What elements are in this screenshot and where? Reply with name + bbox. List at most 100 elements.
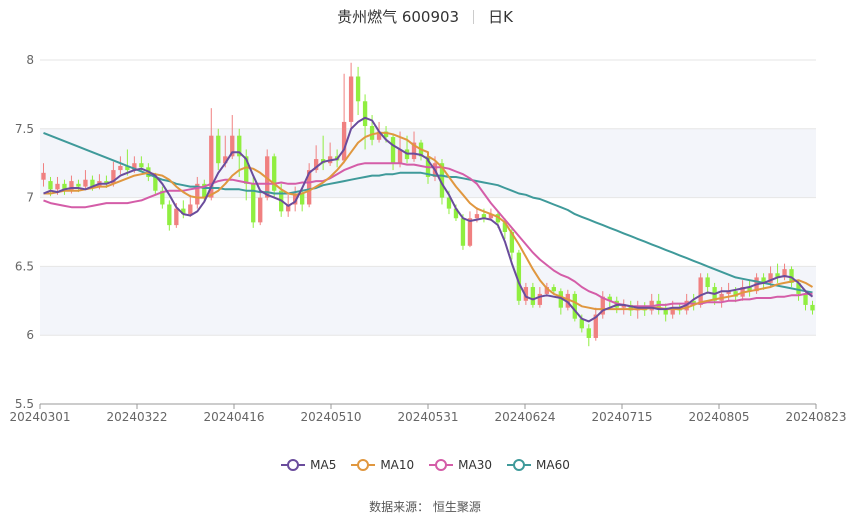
candle-body (62, 183, 67, 191)
candle (118, 156, 123, 175)
candle-body (132, 163, 137, 171)
candle (411, 131, 417, 162)
x-tick-label: 20240531 (397, 410, 458, 424)
candle-body (272, 156, 277, 191)
candle-body (167, 204, 172, 226)
chart-title: 贵州燃气 600903 (337, 8, 460, 26)
candle (600, 291, 605, 319)
candle-body (572, 293, 577, 319)
candle-body (544, 287, 550, 294)
legend-label: MA5 (310, 458, 337, 472)
candle-body (810, 304, 815, 311)
candle-body (593, 314, 598, 338)
candle-body (286, 204, 291, 212)
candle-body (397, 149, 403, 164)
legend-marker-icon (507, 459, 532, 471)
candle-body (698, 277, 703, 305)
x-tick-label: 20240823 (785, 410, 846, 424)
candle (663, 303, 668, 322)
ma30-line (43, 162, 813, 308)
legend-item-ma60[interactable]: MA60 (506, 458, 570, 472)
candle (188, 194, 193, 217)
candle-body (293, 193, 298, 205)
candle-body (803, 293, 808, 305)
candle-body (607, 296, 612, 301)
legend-item-ma30[interactable]: MA30 (428, 458, 492, 472)
candle-body (390, 137, 396, 164)
candle-body (188, 204, 193, 215)
legend-item-ma5[interactable]: MA5 (280, 458, 336, 472)
candle-body (495, 214, 501, 223)
candle (705, 273, 710, 294)
candle-body (775, 273, 780, 278)
candle-body (383, 131, 389, 138)
y-tick-label: 7.5 (15, 122, 34, 136)
candle (111, 161, 116, 187)
ma5-line (43, 116, 814, 323)
candle-body (796, 282, 801, 294)
x-tick-label: 20240322 (106, 410, 167, 424)
candle-body (551, 287, 557, 292)
candle-body (139, 163, 144, 168)
candle-body (160, 190, 165, 205)
y-axis: 5.5 6 6.5 7 7.5 8 (15, 53, 34, 411)
candle-body (789, 269, 794, 283)
candle (551, 284, 557, 294)
x-tick-label: 20240416 (203, 410, 264, 424)
candle-body (530, 287, 536, 305)
candle (558, 288, 563, 315)
candle-body (153, 176, 158, 191)
candle (362, 94, 368, 150)
candle-body (118, 165, 123, 171)
legend-item-ma10[interactable]: MA10 (350, 458, 414, 472)
candle-body (90, 179, 95, 187)
y-tick-label: 7 (26, 191, 34, 205)
candle-body (768, 273, 773, 283)
candle-body (355, 76, 361, 102)
candle-body (174, 208, 179, 226)
candlestick-chart: 5.566.577.58 20240301 20240322 20240416 202… (9, 53, 847, 424)
candle (167, 200, 172, 231)
candle (586, 324, 591, 347)
candle-body (111, 170, 116, 184)
candle (181, 200, 186, 219)
candle-body (313, 159, 319, 171)
candle-body (733, 291, 738, 297)
candle-body (600, 296, 605, 315)
candle (160, 186, 165, 209)
candle (523, 282, 529, 305)
candle (572, 291, 577, 322)
candle (761, 273, 766, 290)
candle-body (460, 218, 466, 246)
grid-lines (40, 59, 816, 405)
candle-body (362, 101, 368, 127)
candle (216, 128, 221, 171)
candle (62, 179, 67, 195)
candle-body (348, 76, 354, 122)
candle-body (761, 277, 766, 283)
candle (355, 66, 361, 116)
candle-body (439, 163, 445, 198)
candle-body (216, 135, 221, 164)
candle (195, 176, 200, 209)
candle-body (747, 287, 752, 292)
candle (272, 153, 277, 198)
candle-body (223, 156, 228, 164)
candle (41, 163, 46, 187)
candle (258, 190, 263, 226)
legend: MA5 MA10 MA30 MA60 (0, 458, 850, 472)
candle-body (705, 277, 710, 288)
y-tick-label: 5.5 (15, 397, 34, 411)
candle-body (670, 307, 675, 315)
x-axis: 20240301 20240322 20240416 20240510 20240531… (9, 403, 847, 424)
candle (125, 149, 130, 176)
candle-body (299, 193, 305, 205)
candle-body (209, 135, 214, 198)
legend-marker-icon (281, 459, 306, 471)
candle-body (586, 328, 591, 338)
candle-body (446, 197, 452, 209)
candle-body (376, 131, 382, 140)
candle-body (481, 214, 487, 219)
candle (251, 176, 256, 228)
